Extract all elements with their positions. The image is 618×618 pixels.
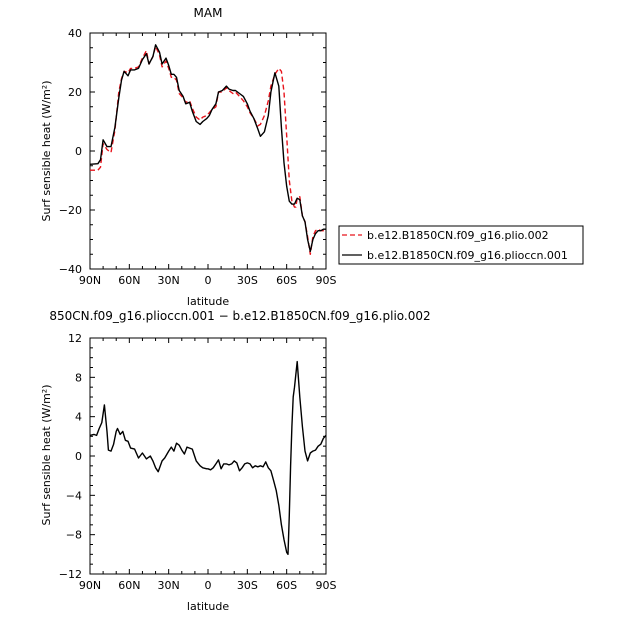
bottom-y-tick-label: 12 <box>68 332 82 345</box>
top-y-axis-label: Surf sensible heat (W/m²) <box>40 81 53 222</box>
top-x-axis-label: latitude <box>187 295 229 308</box>
bottom-y-tick-label: −12 <box>59 568 82 581</box>
top-series-line-plio <box>90 45 326 256</box>
top-x-tick-label: 30S <box>237 274 258 287</box>
top-x-tick-label: 0 <box>205 274 212 287</box>
bottom-y-tick-label: 0 <box>75 450 82 463</box>
top-y-tick-label: −20 <box>59 204 82 217</box>
top-x-tick-label: 90S <box>316 274 337 287</box>
legend: b.e12.B1850CN.f09_g16.plio.002 b.e12.B18… <box>338 225 584 265</box>
bottom-chart-title: 850CN.f09_g16.plioccn.001 − b.e12.B1850C… <box>49 309 430 323</box>
bottom-panel: 850CN.f09_g16.plioccn.001 − b.e12.B1850C… <box>40 309 431 613</box>
top-series-line-plioccn <box>89 44 326 253</box>
bottom-series-line-difference <box>89 360 327 555</box>
bottom-x-tick-label: 60N <box>118 579 140 592</box>
bottom-x-tick-label: 0 <box>205 579 212 592</box>
top-x-tick-label: 60S <box>276 274 297 287</box>
bottom-x-tick-label: 90N <box>79 579 101 592</box>
top-x-tick-label: 30N <box>158 274 180 287</box>
top-y-tick-label: 20 <box>68 86 82 99</box>
bottom-x-tick-label: 60S <box>276 579 297 592</box>
bottom-y-tick-label: 4 <box>75 411 82 424</box>
legend-box <box>338 225 584 265</box>
legend-label-plio: b.e12.B1850CN.f09_g16.plio.002 <box>367 229 549 242</box>
top-chart-title: MAM <box>194 6 223 20</box>
legend-label-plioccn: b.e12.B1850CN.f09_g16.plioccn.001 <box>367 249 568 262</box>
top-x-tick-label: 90N <box>79 274 101 287</box>
top-y-tick-label: 40 <box>68 27 82 40</box>
bottom-y-tick-label: −4 <box>66 489 82 502</box>
bottom-y-axis-label: Surf sensible heat (W/m²) <box>40 385 53 526</box>
top-x-tick-label: 60N <box>118 274 140 287</box>
bottom-x-tick-label: 30S <box>237 579 258 592</box>
bottom-y-tick-label: 8 <box>75 371 82 384</box>
top-y-tick-label: 0 <box>75 145 82 158</box>
top-y-tick-label: −40 <box>59 263 82 276</box>
top-plot-frame <box>89 32 327 270</box>
top-panel: MAM Surf sensible heat (W/m²) latitude 9… <box>40 6 337 308</box>
bottom-x-tick-label: 30N <box>158 579 180 592</box>
bottom-x-tick-label: 90S <box>316 579 337 592</box>
bottom-x-axis-label: latitude <box>187 600 229 613</box>
bottom-y-tick-label: −8 <box>66 529 82 542</box>
